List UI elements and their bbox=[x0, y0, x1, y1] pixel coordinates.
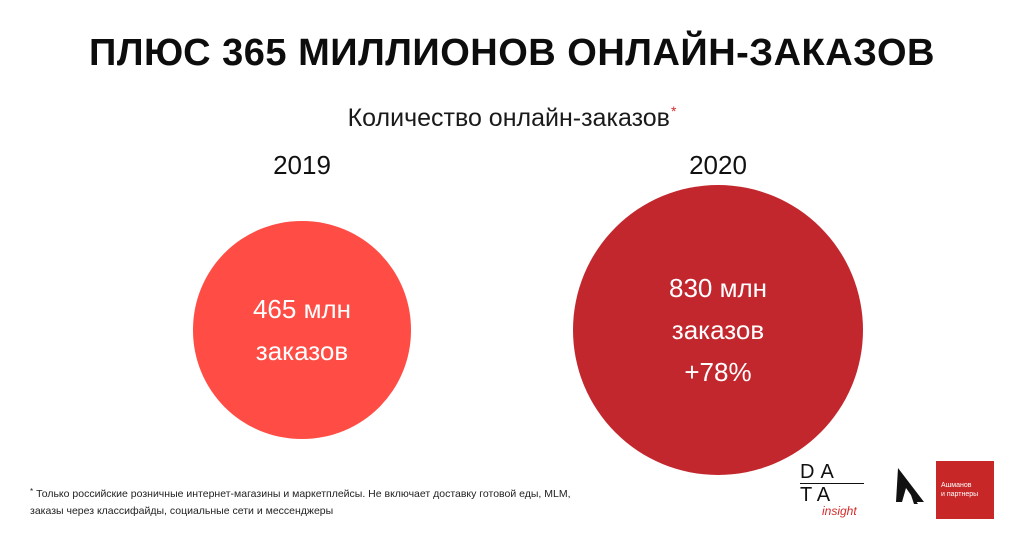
year-label-2020: 2020 bbox=[689, 150, 747, 180]
logo-data-row1: DA bbox=[800, 461, 840, 483]
logo-divider bbox=[800, 483, 864, 484]
bubble-2020-label-3: +78% bbox=[684, 357, 752, 387]
page-title: ПЛЮС 365 МИЛЛИОНОВ ОНЛАЙН-ЗАКАЗОВ bbox=[89, 32, 935, 74]
footnote-line-2: заказы через классифайды, социальные сет… bbox=[30, 505, 334, 517]
ashmanov-arrow-icon bbox=[896, 468, 924, 504]
footnote: * Только российские розничные интернет-ма… bbox=[30, 486, 650, 520]
footnote-line-1: Только российские розничные интернет-маг… bbox=[36, 488, 571, 500]
bubble-2019-label-2: заказов bbox=[255, 335, 349, 366]
bubble-2019: 465 млн заказов bbox=[193, 221, 411, 439]
bubble-2019-label-1: 465 млн bbox=[252, 293, 351, 324]
ashmanov-line-1: Ашманов bbox=[941, 482, 972, 489]
footnote-marker: * bbox=[670, 103, 677, 119]
data-insight-logo: DA TA insight bbox=[800, 461, 866, 518]
logo-data-row2: TA bbox=[800, 484, 837, 506]
ashmanov-line-2: и партнеры bbox=[941, 491, 979, 498]
logo-insight: insight bbox=[822, 504, 857, 518]
bubble-2020-label-2: заказов bbox=[671, 315, 765, 345]
footnote-mark: * bbox=[30, 487, 34, 496]
subtitle-text: Количество онлайн-заказов bbox=[347, 104, 670, 132]
bubble-2020-label-1: 830 млн bbox=[668, 273, 767, 303]
chart-subtitle: Количество онлайн-заказов* bbox=[0, 103, 1024, 133]
year-label-2019: 2019 bbox=[273, 150, 331, 180]
bubble-2020: 830 млн заказов +78% bbox=[573, 185, 863, 475]
ashmanov-logo: Ашманов и партнеры bbox=[936, 461, 994, 519]
